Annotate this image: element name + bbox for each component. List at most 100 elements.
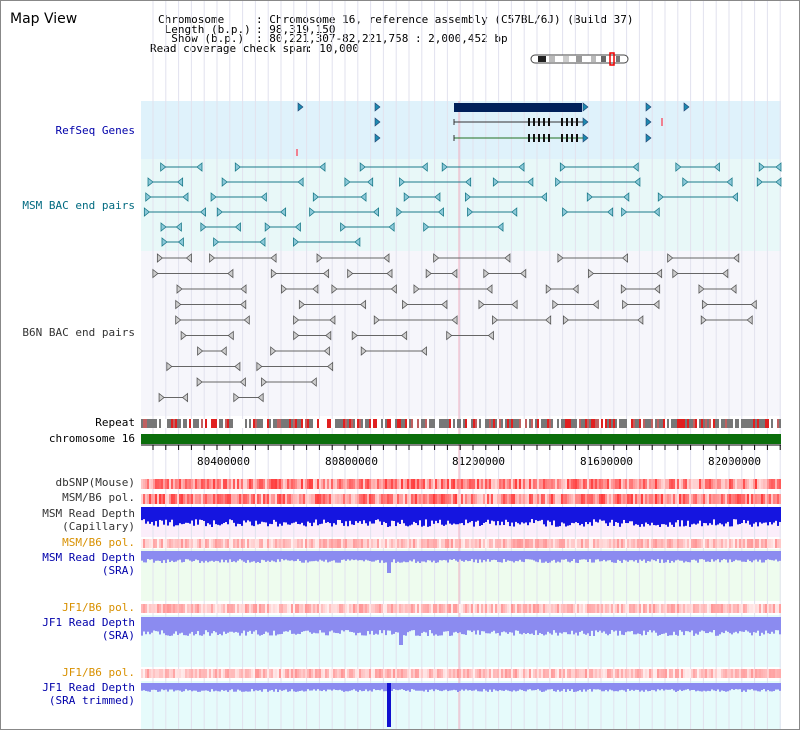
heat-cell (433, 539, 435, 548)
heat-cell (283, 539, 285, 548)
repeat-segment (203, 419, 205, 428)
depth-bar (481, 683, 483, 692)
heat-cell (231, 494, 233, 504)
depth-bar (321, 683, 323, 692)
depth-bar (305, 617, 307, 631)
depth-bar (495, 551, 497, 561)
depth-bar (239, 551, 241, 560)
heat-cell (171, 479, 173, 489)
depth-bar (301, 507, 303, 523)
depth-bar (411, 507, 413, 525)
repeat-segment (647, 419, 649, 428)
depth-bar (767, 617, 769, 634)
heat-cell (299, 539, 301, 548)
heat-cell (309, 479, 311, 489)
depth-bar (759, 617, 761, 636)
depth-bar (459, 507, 461, 524)
heat-cell (733, 479, 735, 489)
heat-cell (147, 494, 149, 504)
heat-cell (597, 604, 599, 613)
heat-cell (721, 494, 723, 504)
heat-cell (621, 479, 623, 489)
depth-bar (647, 551, 649, 562)
bac-end (451, 268, 458, 279)
heat-cell (163, 669, 165, 678)
heat-cell (275, 669, 277, 678)
depth-bar (603, 683, 605, 692)
heat-cell (153, 479, 155, 489)
heat-cell (165, 479, 167, 489)
heat-cell (621, 539, 623, 548)
depth-bar (441, 507, 443, 525)
depth-bar (199, 507, 201, 520)
depth-bar (649, 617, 651, 631)
repeat-segment (515, 419, 517, 428)
heat-cell (295, 479, 297, 489)
heat-cell (443, 539, 445, 548)
depth-bar (761, 683, 763, 691)
heat-cell (559, 604, 561, 613)
heat-cell (687, 494, 689, 504)
heat-cell (203, 479, 205, 489)
repeat-segment (245, 419, 247, 428)
heat-cell (189, 539, 191, 548)
heat-cell (291, 479, 293, 489)
depth-bar (405, 507, 407, 526)
heat-cell (271, 494, 273, 504)
depth-bar (517, 683, 519, 691)
heat-cell (779, 539, 781, 548)
heat-cell (235, 604, 237, 613)
depth-bar (559, 507, 561, 527)
depth-bar (579, 683, 581, 691)
heat-cell (351, 539, 353, 548)
heat-cell (325, 669, 327, 678)
heat-cell (707, 479, 709, 489)
heat-cell (741, 539, 743, 548)
depth-bar (707, 683, 709, 691)
depth-bar (309, 507, 311, 523)
heat-cell (243, 494, 245, 504)
heat-cell (245, 539, 247, 548)
depth-bar (421, 507, 423, 527)
depth-bar (425, 507, 427, 520)
heat-cell (361, 539, 363, 548)
heat-cell (655, 479, 657, 489)
heat-cell (429, 539, 431, 548)
chromosome-ideogram (530, 52, 629, 66)
heat-cell (547, 539, 549, 548)
repeat-segment (205, 419, 207, 428)
heat-cell (299, 479, 301, 489)
heat-cell (369, 479, 371, 489)
depth-bar (515, 617, 517, 631)
heat-cell (525, 539, 527, 548)
depth-bar (169, 507, 171, 523)
heat-cell (313, 539, 315, 548)
heat-cell (571, 539, 573, 548)
heat-cell (581, 669, 583, 678)
depth-bar (519, 507, 521, 525)
depth-bar (155, 507, 157, 522)
heat-cell (219, 669, 221, 678)
depth-bar (427, 551, 429, 561)
jf1-pol-2-label: JF1/B6 pol. (62, 666, 135, 679)
heat-cell (483, 669, 485, 678)
heat-cell (403, 669, 405, 678)
depth-bar (341, 617, 343, 631)
heat-cell (521, 479, 523, 489)
depth-bar (489, 683, 491, 690)
depth-bar (659, 617, 661, 635)
depth-bar (515, 507, 517, 522)
heat-cell (179, 539, 181, 548)
heat-cell (689, 604, 691, 613)
depth-bar (235, 551, 237, 563)
repeat-segment (601, 419, 603, 428)
heat-cell (273, 539, 275, 548)
heat-cell (569, 669, 571, 678)
heat-cell (643, 669, 645, 678)
repeat-segment (383, 419, 385, 428)
depth-bar (519, 617, 521, 634)
heat-cell (355, 604, 357, 613)
heat-cell (535, 494, 537, 504)
repeat-segment (607, 419, 609, 428)
